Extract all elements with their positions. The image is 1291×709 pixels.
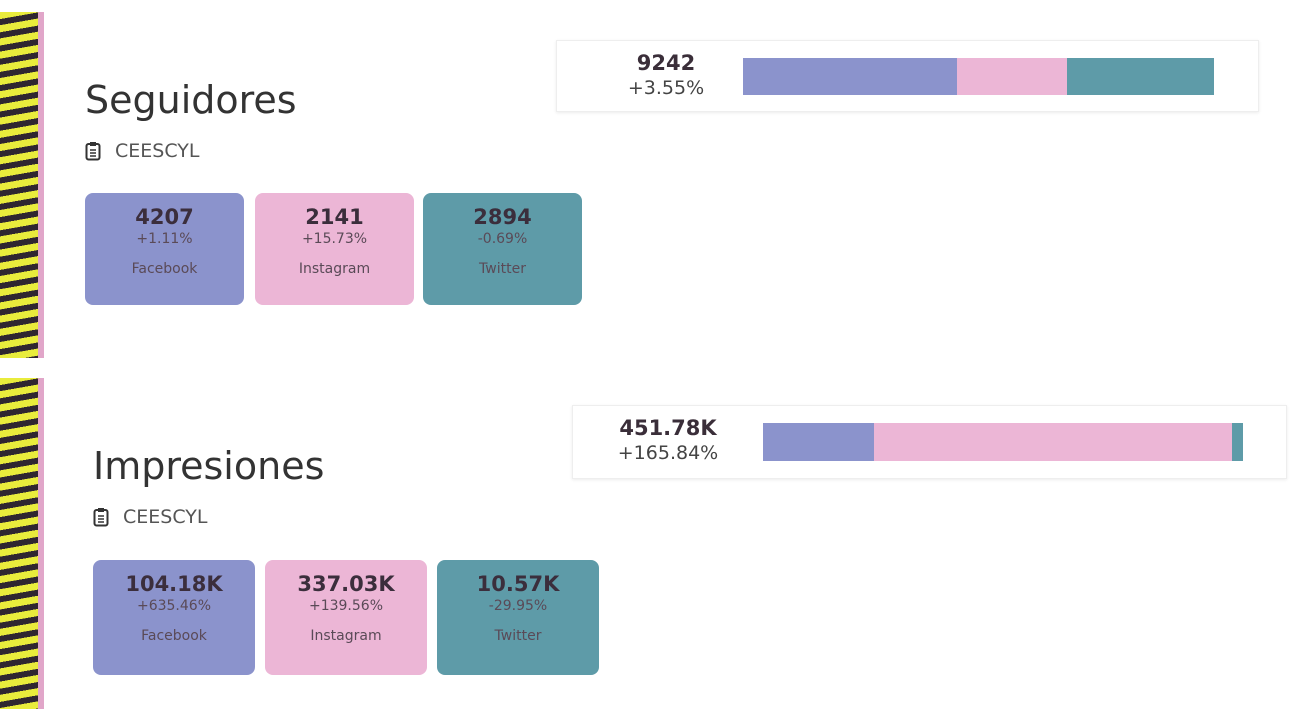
summary-box: 451.78K +165.84%	[572, 405, 1287, 479]
platform-name: Instagram	[310, 628, 382, 644]
platform-name: Facebook	[141, 628, 207, 644]
platform-name: Twitter	[479, 261, 526, 277]
card-value: 104.18K	[125, 572, 223, 596]
account: CEESCYL	[123, 506, 208, 528]
account: CEESCYL	[115, 140, 200, 162]
section-subtitle: CEESCYL	[93, 506, 207, 528]
platform-card: 2141 +15.73% Instagram	[255, 193, 414, 305]
card-value: 2141	[305, 205, 364, 229]
card-value: 4207	[135, 205, 194, 229]
platform-card: 10.57K -29.95% Twitter	[437, 560, 599, 675]
bar-segment	[957, 58, 1067, 95]
platform-name: Twitter	[494, 628, 542, 644]
bar-segment	[873, 423, 1232, 461]
total-value: 9242	[636, 51, 696, 75]
platform-card: 104.18K +635.46% Facebook	[93, 560, 255, 675]
bar-segment	[1066, 58, 1214, 95]
bar-segment	[1231, 423, 1243, 461]
card-value: 337.03K	[297, 572, 395, 596]
card-value: 2894	[473, 205, 532, 229]
decoration	[0, 378, 44, 709]
card-value: 10.57K	[476, 572, 560, 596]
platform-name: Facebook	[131, 261, 198, 277]
card-change: +635.46%	[136, 598, 212, 614]
card-change: -29.95%	[488, 598, 548, 614]
section-subtitle: CEESCYL	[85, 140, 199, 162]
decoration	[0, 12, 44, 358]
card-change: +1.11%	[136, 231, 193, 247]
bar-segment	[763, 423, 874, 461]
bar-segment	[743, 58, 958, 95]
summary-box: 9242 +3.55%	[556, 40, 1259, 112]
total-change: +165.84%	[617, 442, 719, 464]
section-title: Impresiones	[93, 444, 325, 488]
platform-name: Instagram	[298, 261, 371, 277]
card-change: +139.56%	[308, 598, 384, 614]
platform-card: 4207 +1.11% Facebook	[85, 193, 244, 305]
section-title: Seguidores	[85, 78, 297, 122]
clipboard-icon	[85, 142, 101, 161]
platform-card: 2894 -0.69% Twitter	[423, 193, 582, 305]
card-change: +15.73%	[301, 231, 368, 247]
total-value: 451.78K	[619, 416, 717, 440]
platform-card: 337.03K +139.56% Instagram	[265, 560, 427, 675]
clipboard-icon	[93, 508, 109, 527]
total-change: +3.55%	[627, 77, 705, 99]
card-change: -0.69%	[477, 231, 528, 247]
